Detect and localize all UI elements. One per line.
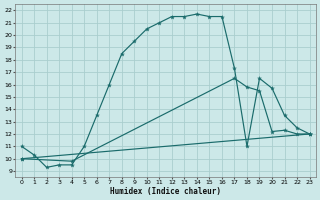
- X-axis label: Humidex (Indice chaleur): Humidex (Indice chaleur): [110, 187, 221, 196]
